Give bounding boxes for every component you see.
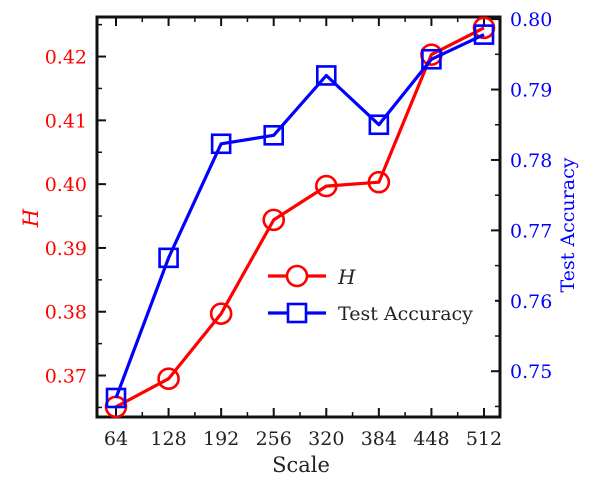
data-point-test-accuracy (210, 133, 232, 155)
left-y-tick-label: 0.42 (45, 47, 87, 69)
right-y-tick-label: 0.75 (510, 361, 552, 383)
x-tick-label: 256 (256, 428, 292, 450)
data-point-h (157, 367, 180, 391)
legend-marker-test-accuracy (286, 302, 308, 324)
right-y-tick-label: 0.80 (510, 9, 552, 31)
data-point-test-accuracy (473, 24, 495, 45)
data-point-test-accuracy (105, 387, 127, 409)
data-point-h (262, 208, 286, 232)
legend: H Test Accuracy (262, 255, 495, 335)
left-y-tick-label: 0.40 (45, 174, 87, 196)
data-point-test-accuracy (421, 48, 442, 70)
right-y-axis-label: Test Accuracy (557, 157, 579, 292)
series-line-h (115, 26, 485, 409)
data-point-h (314, 174, 338, 198)
x-tick-label: 512 (466, 428, 502, 450)
series-line-test-accuracy (114, 33, 485, 399)
data-point-h (209, 302, 233, 325)
right-y-tick-label: 0.77 (510, 220, 552, 242)
series-layer (104, 16, 496, 419)
x-tick-label: 384 (361, 428, 397, 450)
left-y-tick-label: 0.38 (45, 302, 87, 324)
right-y-tick-label: 0.78 (510, 150, 552, 172)
data-point-test-accuracy (368, 114, 390, 136)
right-y-tick-label: 0.76 (510, 291, 552, 313)
left-y-axis-label: H (19, 208, 43, 228)
legend-label-h: H (337, 265, 356, 289)
x-tick-label: 128 (150, 428, 186, 450)
x-tick-label: 320 (308, 428, 344, 450)
data-point-test-accuracy (158, 247, 179, 269)
x-tick-label: 192 (203, 428, 239, 450)
data-point-test-accuracy (315, 65, 337, 86)
x-tick-label: 64 (104, 428, 128, 450)
left-y-tick-label: 0.37 (45, 366, 87, 388)
axes: 64 128 192 256 320 384 448 512 0.37 0.38 0.39 0.40 0… (45, 9, 553, 450)
left-y-tick-label: 0.41 (45, 110, 87, 132)
plot-frame (95, 15, 502, 419)
legend-label-test-accuracy: Test Accuracy (338, 303, 473, 325)
x-axis-label: Scale (272, 453, 330, 477)
data-point-test-accuracy (263, 125, 285, 146)
left-y-tick-label: 0.39 (45, 238, 87, 260)
right-y-tick-label: 0.79 (510, 80, 552, 102)
data-point-h (367, 170, 391, 194)
legend-marker-h (285, 264, 309, 288)
x-tick-label: 448 (413, 428, 449, 450)
